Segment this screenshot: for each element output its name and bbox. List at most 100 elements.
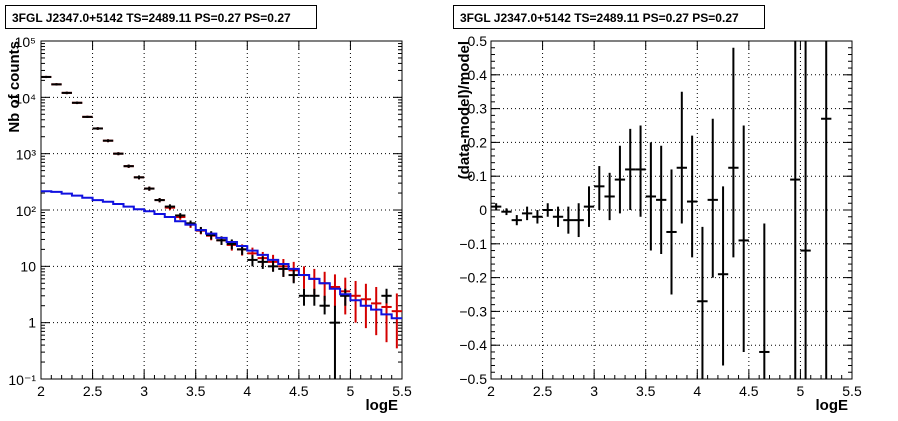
- y-tick-label: 0: [479, 202, 487, 218]
- data-point: [656, 145, 667, 254]
- data-point: [41, 75, 52, 79]
- data-point: [697, 226, 708, 379]
- data-point: [583, 186, 595, 227]
- x-tick-label: 5.5: [842, 383, 862, 399]
- data-point: [319, 295, 330, 315]
- plot-panel-0: 2 2.5 3 3.5 4 4.5 5 5.5 10⁻¹ 1 10 10² 10³ 10⁴ 10⁵ logE N…: [6, 34, 412, 414]
- data-point: [350, 280, 361, 323]
- data-point: [821, 41, 832, 379]
- x-tick-label: 4.5: [289, 383, 309, 399]
- y-axis-label: (data-model)/model: [456, 41, 473, 179]
- data-point: [123, 164, 134, 168]
- data-point: [371, 286, 382, 336]
- data-point: [288, 268, 299, 284]
- y-tick-label: −0.3: [459, 303, 487, 319]
- data-point: [82, 115, 93, 118]
- data-point: [340, 288, 351, 306]
- data-point: [71, 101, 83, 105]
- data-point: [604, 172, 615, 221]
- data-point: [164, 204, 176, 210]
- data-point: [329, 305, 341, 379]
- data-point: [625, 128, 636, 210]
- data-point: [521, 206, 533, 221]
- data-point: [298, 288, 310, 306]
- data-point: [511, 215, 522, 226]
- data-point: [113, 152, 124, 156]
- data-point: [552, 206, 564, 227]
- data-point: [635, 125, 646, 217]
- y-tick-label: 10⁻¹: [8, 372, 36, 388]
- x-tick-label: 5: [347, 383, 355, 399]
- data-point: [728, 47, 739, 258]
- left-plot-title: 3FGL J2347.0+5142 TS=2489.11 PS=0.27 PS=…: [5, 5, 317, 29]
- x-tick-label: 4: [243, 383, 251, 399]
- data-point: [790, 41, 801, 379]
- x-tick-label: 3: [590, 383, 598, 399]
- data-point: [226, 239, 237, 250]
- data-point: [329, 274, 341, 307]
- data-point: [645, 142, 657, 251]
- series-0: [41, 75, 402, 349]
- x-tick-label: 5.5: [392, 383, 412, 399]
- data-point: [594, 166, 605, 210]
- data-point: [491, 203, 502, 210]
- right-plot-title: 3FGL J2347.0+5142 TS=2489.11 PS=0.27 PS=…: [453, 5, 765, 29]
- data-point: [501, 208, 512, 216]
- y-tick-label: −0.1: [459, 236, 487, 252]
- data-point: [51, 83, 62, 86]
- y-tick-label: −0.2: [459, 270, 487, 286]
- data-point: [391, 293, 402, 349]
- x-tick-label: 3.5: [636, 383, 656, 399]
- data-point: [61, 91, 72, 95]
- model-step-line: [41, 190, 402, 320]
- data-point: [666, 169, 677, 295]
- y-tick-label: 0.4: [468, 67, 488, 83]
- data-point: [707, 118, 718, 278]
- data-point: [542, 203, 553, 217]
- x-tick-label: 3.5: [186, 383, 206, 399]
- y-tick-label: 0.2: [468, 134, 488, 150]
- data-point: [278, 262, 289, 277]
- data-point: [738, 125, 749, 352]
- x-tick-label: 2.5: [83, 383, 103, 399]
- y-tick-label: 0.5: [468, 33, 488, 49]
- x-axis-label: logE: [366, 397, 399, 414]
- y-tick-label: 10³: [16, 147, 37, 163]
- data-point: [92, 127, 103, 130]
- data-point: [309, 288, 320, 306]
- y-tick-label: 10⁴: [14, 90, 36, 106]
- data-point: [257, 256, 268, 269]
- y-tick-label: 10⁵: [15, 34, 36, 50]
- data-point: [686, 135, 698, 258]
- plot-panel-1: 2 2.5 3 3.5 4 4.5 5 5.5 −0.5 −0.4 −0.3 −0.2 −0.1 0 0.1…: [456, 33, 862, 414]
- data-point: [144, 186, 155, 191]
- y-axis-label: Nb of counts: [6, 41, 23, 133]
- x-tick-label: 2: [487, 383, 495, 399]
- y-tick-label: 0.3: [468, 101, 488, 117]
- data-point: [267, 260, 279, 272]
- data-point: [573, 203, 584, 238]
- y-tick-label: 0.1: [468, 168, 488, 184]
- data-point: [133, 175, 145, 180]
- data-point: [800, 41, 811, 379]
- data-point: [717, 186, 729, 366]
- data-point: [614, 145, 626, 214]
- x-tick-label: 3: [140, 383, 148, 399]
- data-point: [298, 266, 310, 289]
- y-tick-label: −0.4: [459, 337, 487, 353]
- x-tick-label: 2.5: [533, 383, 553, 399]
- data-point: [154, 198, 165, 203]
- x-tick-label: 4: [693, 383, 701, 399]
- data-point: [206, 231, 217, 240]
- data-point: [563, 206, 574, 234]
- data-point: [759, 223, 770, 379]
- y-tick-label: 10: [20, 258, 36, 274]
- series-2: [41, 190, 402, 320]
- y-tick-label: 1: [28, 315, 36, 331]
- y-tick-label: −0.5: [459, 371, 487, 387]
- data-point: [676, 91, 687, 224]
- data-point: [381, 288, 392, 304]
- data-point: [175, 213, 186, 219]
